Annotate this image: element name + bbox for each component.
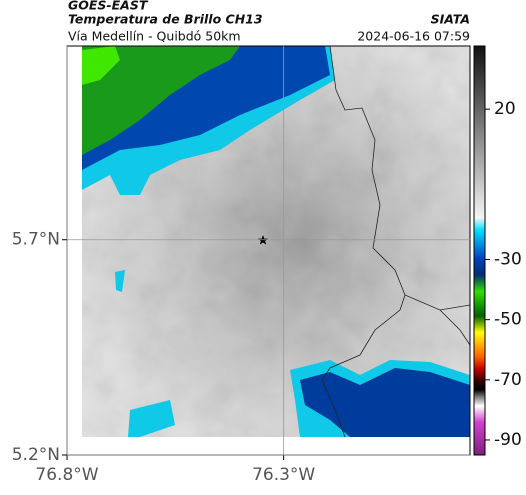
colorbar xyxy=(473,45,486,456)
y-tick-label: 5.2°N xyxy=(12,445,60,465)
imagery xyxy=(82,46,470,437)
route: Vía Medellín - Quibdó 50km xyxy=(68,29,241,44)
x-tick-label: 76.3°W xyxy=(252,465,315,485)
colorbar-tick-label: 20 xyxy=(494,99,516,119)
timestamp: 2024-06-16 07:59 xyxy=(357,29,470,44)
title: GOES-EAST xyxy=(68,0,149,13)
colorbar-tick-label: -90 xyxy=(494,430,522,450)
colorbar-tick-label: -50 xyxy=(494,310,522,330)
subtitle: Temperatura de Brillo CH13 xyxy=(68,12,263,27)
header: GOES-EAST Temperatura de Brillo CH13 SIA… xyxy=(68,0,470,44)
x-tick-label: 76.8°W xyxy=(35,465,98,485)
colorbar-tick-label: -30 xyxy=(494,250,522,270)
source: SIATA xyxy=(431,12,470,27)
y-tick-label: 5.7°N xyxy=(12,230,60,250)
colorbar-tick-label: -70 xyxy=(494,370,522,390)
